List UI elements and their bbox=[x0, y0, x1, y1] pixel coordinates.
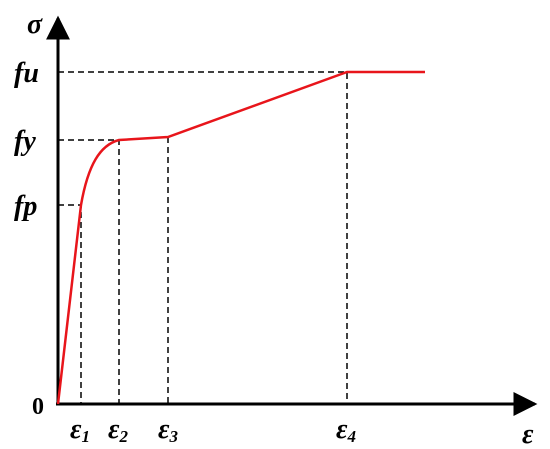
x-label-subscript: 3 bbox=[168, 427, 178, 446]
x-label: ε2 bbox=[108, 414, 128, 446]
guide-fu bbox=[58, 71, 348, 404]
x-label-symbol: ε bbox=[158, 414, 170, 445]
x-label-symbol: ε bbox=[336, 414, 348, 445]
x-axis-label: ε bbox=[522, 419, 534, 449]
x-label: ε3 bbox=[158, 414, 178, 446]
x-label-symbol: ε bbox=[70, 414, 82, 445]
y-axis-label: σ bbox=[27, 9, 43, 40]
x-label: ε1 bbox=[70, 414, 90, 446]
guide-fy bbox=[58, 139, 120, 404]
x-label-subscript: 4 bbox=[346, 427, 356, 446]
y-label: fu bbox=[14, 58, 39, 89]
x-label-subscript: 1 bbox=[81, 427, 90, 446]
y-label: fy bbox=[14, 126, 36, 157]
x-label: ε4 bbox=[336, 414, 356, 446]
origin-label: 0 bbox=[32, 394, 44, 420]
x-label-subscript: 2 bbox=[118, 427, 128, 446]
y-label: fp bbox=[14, 191, 37, 222]
stress-strain-curve bbox=[56, 70, 425, 405]
x-label-symbol: ε bbox=[108, 414, 120, 445]
